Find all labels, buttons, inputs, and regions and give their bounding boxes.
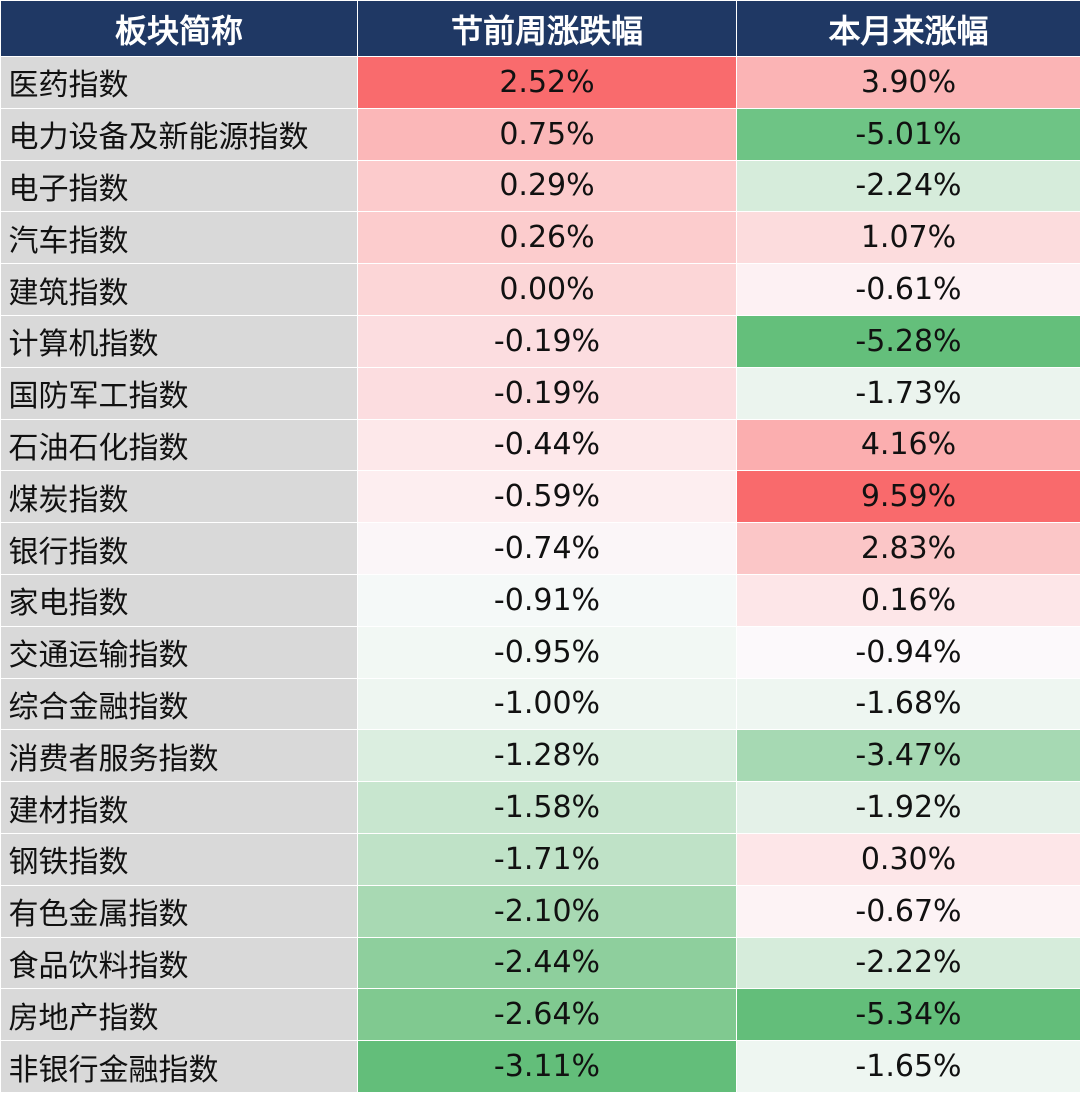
sector-name-cell: 电力设备及新能源指数 — [1, 108, 358, 160]
header-sector-name: 板块简称 — [1, 1, 358, 57]
sector-name-cell: 综合金融指数 — [1, 678, 358, 730]
sector-name-cell: 计算机指数 — [1, 315, 358, 367]
month-to-date-change-cell: 0.16% — [737, 574, 1080, 626]
sector-name-cell: 房地产指数 — [1, 989, 358, 1041]
pre-holiday-week-change-cell: -1.58% — [358, 782, 737, 834]
month-to-date-change-cell: -1.92% — [737, 782, 1080, 834]
pre-holiday-week-change-cell: 0.75% — [358, 108, 737, 160]
header-month-to-date-change: 本月来涨幅 — [737, 1, 1080, 57]
sector-name-cell: 食品饮料指数 — [1, 937, 358, 989]
pre-holiday-week-change-cell: -0.91% — [358, 574, 737, 626]
pre-holiday-week-change-cell: -0.44% — [358, 419, 737, 471]
sector-name-cell: 石油石化指数 — [1, 419, 358, 471]
sector-name-cell: 消费者服务指数 — [1, 730, 358, 782]
pre-holiday-week-change-cell: -1.28% — [358, 730, 737, 782]
pre-holiday-week-change-cell: -0.59% — [358, 471, 737, 523]
sector-name-cell: 国防军工指数 — [1, 367, 358, 419]
sector-name-cell: 汽车指数 — [1, 212, 358, 264]
month-to-date-change-cell: 4.16% — [737, 419, 1080, 471]
sector-name-cell: 家电指数 — [1, 574, 358, 626]
sector-name-cell: 钢铁指数 — [1, 833, 358, 885]
table-row: 煤炭指数-0.59%9.59% — [1, 471, 1080, 523]
month-to-date-change-cell: -3.47% — [737, 730, 1080, 782]
month-to-date-change-cell: 3.90% — [737, 57, 1080, 109]
pre-holiday-week-change-cell: -0.74% — [358, 523, 737, 575]
table-row: 有色金属指数-2.10%-0.67% — [1, 885, 1080, 937]
table-row: 钢铁指数-1.71%0.30% — [1, 833, 1080, 885]
table-row: 计算机指数-0.19%-5.28% — [1, 315, 1080, 367]
pre-holiday-week-change-cell: -2.10% — [358, 885, 737, 937]
sector-name-cell: 有色金属指数 — [1, 885, 358, 937]
table-row: 交通运输指数-0.95%-0.94% — [1, 626, 1080, 678]
pre-holiday-week-change-cell: -1.71% — [358, 833, 737, 885]
month-to-date-change-cell: 0.30% — [737, 833, 1080, 885]
month-to-date-change-cell: -5.01% — [737, 108, 1080, 160]
month-to-date-change-cell: -2.22% — [737, 937, 1080, 989]
table-row: 消费者服务指数-1.28%-3.47% — [1, 730, 1080, 782]
month-to-date-change-cell: 9.59% — [737, 471, 1080, 523]
table-row: 石油石化指数-0.44%4.16% — [1, 419, 1080, 471]
sector-name-cell: 交通运输指数 — [1, 626, 358, 678]
table-row: 国防军工指数-0.19%-1.73% — [1, 367, 1080, 419]
sector-name-cell: 建材指数 — [1, 782, 358, 834]
pre-holiday-week-change-cell: 2.52% — [358, 57, 737, 109]
pre-holiday-week-change-cell: -0.19% — [358, 315, 737, 367]
month-to-date-change-cell: -1.65% — [737, 1041, 1080, 1093]
table-row: 家电指数-0.91%0.16% — [1, 574, 1080, 626]
sector-name-cell: 电子指数 — [1, 160, 358, 212]
pre-holiday-week-change-cell: -2.64% — [358, 989, 737, 1041]
table-row: 食品饮料指数-2.44%-2.22% — [1, 937, 1080, 989]
sector-name-cell: 煤炭指数 — [1, 471, 358, 523]
pre-holiday-week-change-cell: -2.44% — [358, 937, 737, 989]
table-row: 银行指数-0.74%2.83% — [1, 523, 1080, 575]
sector-name-cell: 医药指数 — [1, 57, 358, 109]
month-to-date-change-cell: -1.68% — [737, 678, 1080, 730]
table-row: 非银行金融指数-3.11%-1.65% — [1, 1041, 1080, 1093]
sector-name-cell: 建筑指数 — [1, 264, 358, 316]
month-to-date-change-cell: -5.34% — [737, 989, 1080, 1041]
month-to-date-change-cell: -1.73% — [737, 367, 1080, 419]
sector-name-cell: 非银行金融指数 — [1, 1041, 358, 1093]
pre-holiday-week-change-cell: 0.00% — [358, 264, 737, 316]
table-row: 综合金融指数-1.00%-1.68% — [1, 678, 1080, 730]
month-to-date-change-cell: -2.24% — [737, 160, 1080, 212]
pre-holiday-week-change-cell: 0.29% — [358, 160, 737, 212]
pre-holiday-week-change-cell: -1.00% — [358, 678, 737, 730]
table-row: 房地产指数-2.64%-5.34% — [1, 989, 1080, 1041]
month-to-date-change-cell: 1.07% — [737, 212, 1080, 264]
month-to-date-change-cell: -5.28% — [737, 315, 1080, 367]
month-to-date-change-cell: -0.67% — [737, 885, 1080, 937]
header-pre-holiday-week-change: 节前周涨跌幅 — [358, 1, 737, 57]
pre-holiday-week-change-cell: 0.26% — [358, 212, 737, 264]
table-row: 建材指数-1.58%-1.92% — [1, 782, 1080, 834]
month-to-date-change-cell: 2.83% — [737, 523, 1080, 575]
month-to-date-change-cell: -0.94% — [737, 626, 1080, 678]
pre-holiday-week-change-cell: -0.19% — [358, 367, 737, 419]
header-row: 板块简称 节前周涨跌幅 本月来涨幅 — [1, 1, 1080, 57]
pre-holiday-week-change-cell: -0.95% — [358, 626, 737, 678]
month-to-date-change-cell: -0.61% — [737, 264, 1080, 316]
pre-holiday-week-change-cell: -3.11% — [358, 1041, 737, 1093]
sector-name-cell: 银行指数 — [1, 523, 358, 575]
